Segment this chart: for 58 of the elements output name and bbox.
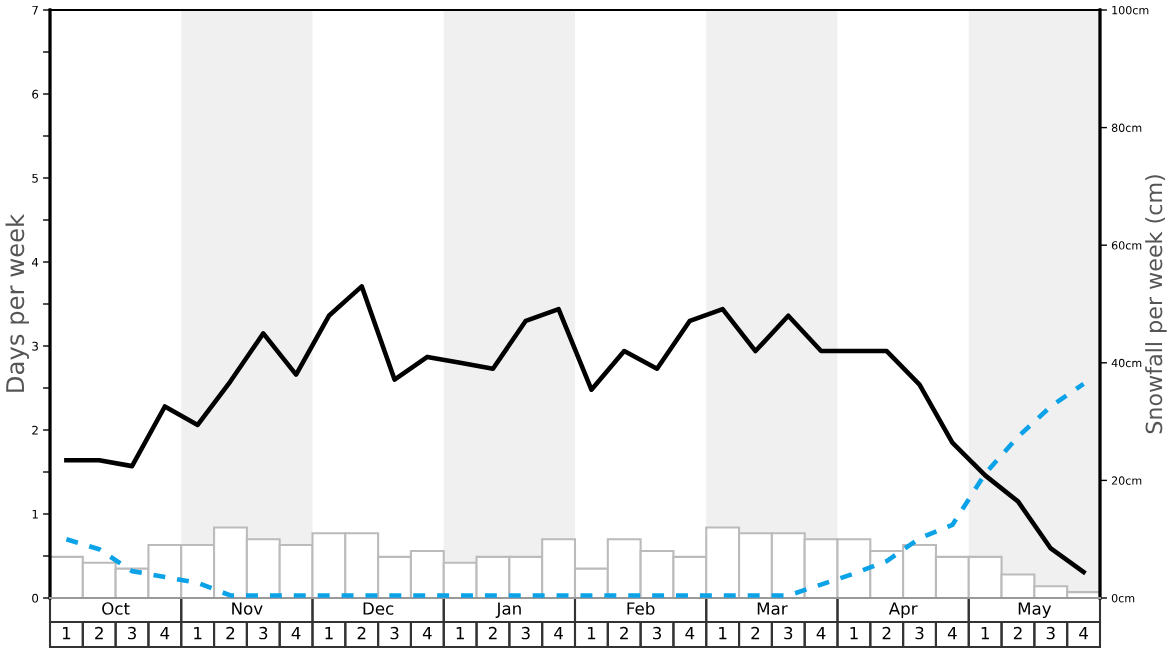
text: Apr [888, 602, 918, 619]
x-tick-label: 4 [554, 626, 563, 640]
y-tick-label: 2 [32, 425, 38, 435]
y-axis-title: Days per week [5, 213, 29, 392]
y2-tick-label: 20cm [1111, 476, 1142, 485]
x-tick-label: 3 [521, 626, 530, 640]
y2-tick-label: 40cm [1111, 358, 1142, 368]
x-tick-label: 4 [947, 626, 957, 640]
x-tick-label: 1 [850, 626, 858, 640]
x-tick-label: 4 [685, 626, 695, 640]
y2-tick-label: 60cm [1111, 241, 1142, 250]
line-series [64, 381, 1086, 598]
x-tick-label: 1 [62, 626, 71, 640]
y2-axis-title: Snowfall per week (cm) [1145, 175, 1167, 434]
y-tick-label: 3 [32, 341, 38, 351]
x-tick-label: 2 [226, 626, 235, 640]
x-tick-label: 1 [325, 626, 333, 640]
x-tick-label: 4 [422, 626, 432, 640]
text: Jan [495, 602, 521, 618]
y2-tick-label: 0cm [1111, 593, 1135, 603]
x-tick-label: 3 [1046, 626, 1055, 640]
text: Oct [102, 602, 130, 615]
text: Dec [363, 602, 394, 615]
x-tick-label: 2 [620, 626, 628, 640]
x-tick-label: 3 [128, 626, 136, 640]
text: Mar [757, 602, 788, 615]
x-tick-label: 2 [882, 626, 891, 640]
y2-tick-label: 80cm [1111, 123, 1142, 132]
y-tick-label: 4 [31, 257, 39, 267]
x-tick-label: 3 [653, 626, 661, 640]
x-tick-label: 3 [784, 626, 793, 640]
x-tick-label: 1 [719, 626, 727, 640]
x-tick-label: 1 [194, 626, 202, 640]
x-tick-label: 2 [488, 626, 497, 640]
x-tick-label: 4 [160, 626, 170, 640]
y-tick-label: 6 [32, 89, 39, 99]
x-tick-label: 4 [1079, 626, 1088, 640]
x-tick-label: 1 [587, 626, 596, 640]
x-tick-label: 2 [357, 626, 366, 640]
x-tick-label: 3 [390, 626, 399, 640]
text: Feb [627, 601, 655, 615]
x-tick-label: 2 [95, 626, 103, 640]
y2-tick-label: 100cm [1112, 5, 1149, 15]
text: Nov [232, 602, 263, 615]
x-tick-label: 4 [291, 626, 301, 640]
x-tick-label: 2 [1013, 626, 1022, 640]
x-tick-label: 1 [456, 626, 464, 640]
x-tick-label: 1 [981, 626, 989, 640]
x-tick-label: 2 [751, 626, 760, 640]
y-tick-label: 5 [32, 173, 38, 183]
y-tick-label: 7 [32, 5, 38, 15]
text: May [1018, 602, 1052, 619]
x-tick-label: 4 [816, 626, 826, 640]
y-tick-label: 1 [32, 509, 38, 519]
x-tick-label: 3 [259, 626, 268, 640]
x-tick-label: 3 [915, 626, 924, 640]
line-series [64, 284, 1086, 575]
y-tick-label: 0 [32, 593, 39, 603]
